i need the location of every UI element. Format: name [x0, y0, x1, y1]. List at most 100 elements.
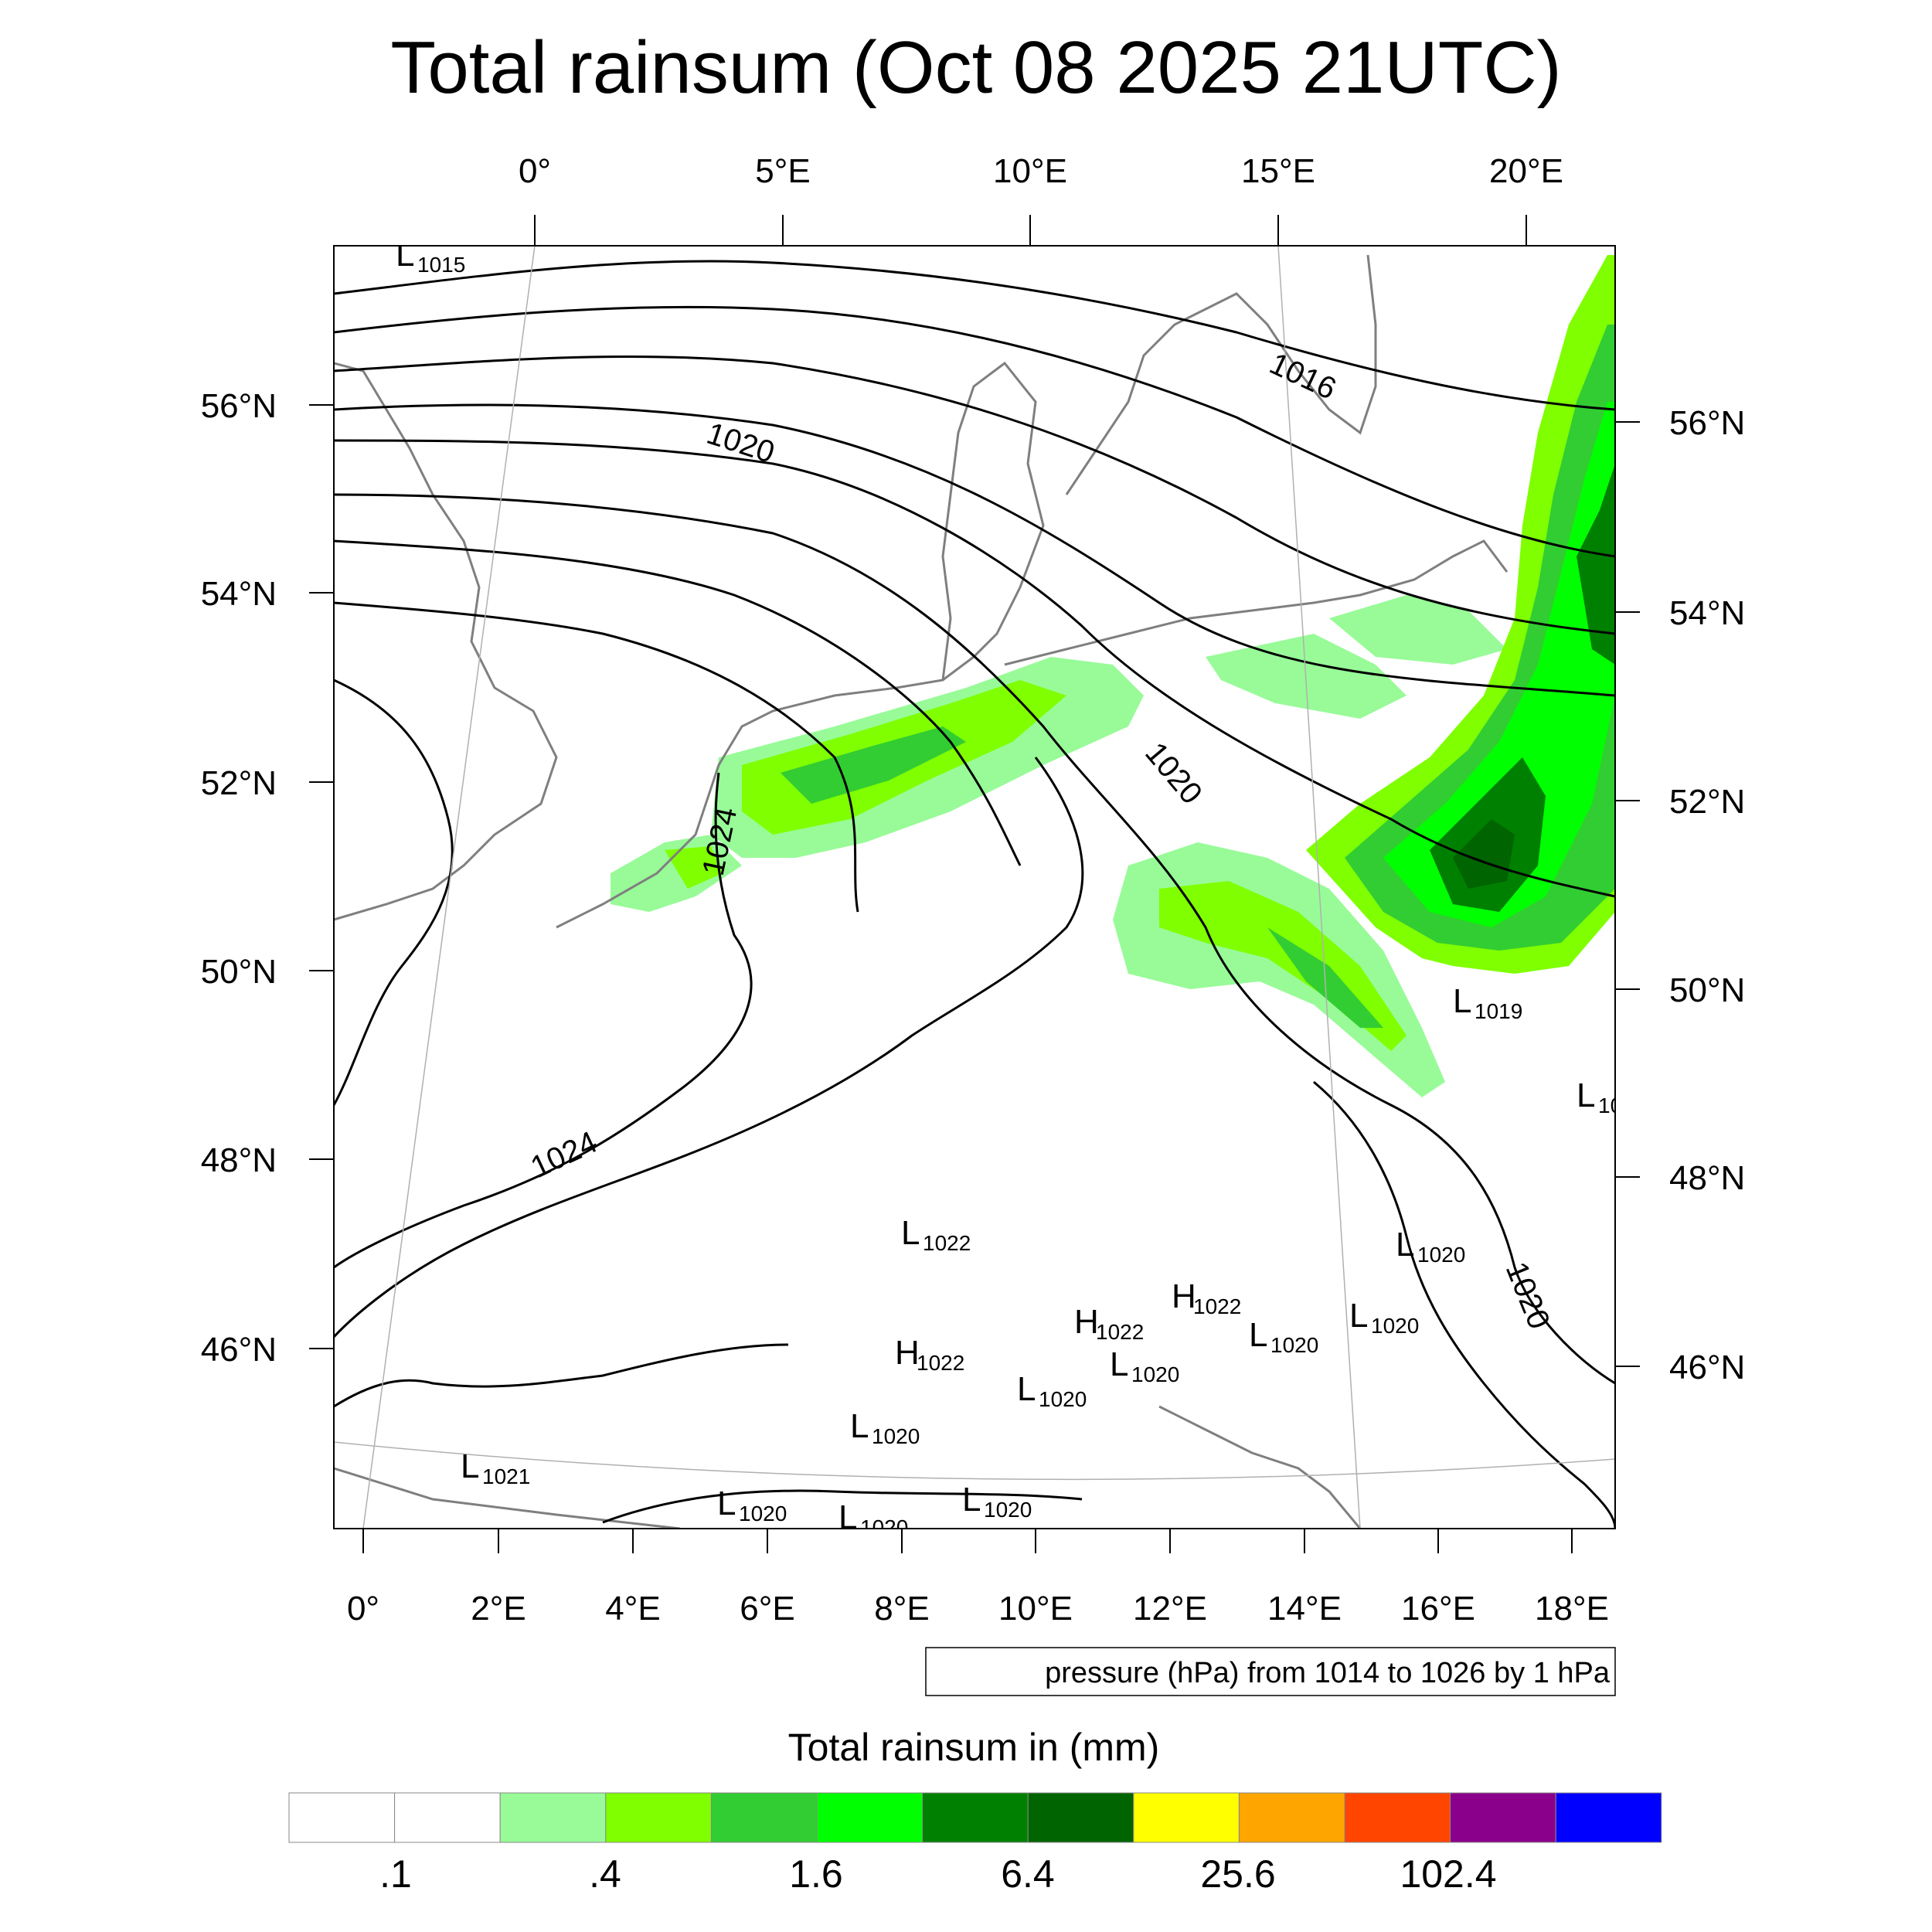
pressure-center-value: 1021: [482, 1464, 530, 1488]
coast-baltic: [1004, 539, 1509, 666]
pressure-center-letter: L: [1453, 982, 1471, 1020]
right-lat-label: 46°N: [1669, 1349, 1745, 1386]
pressure-center: L 1020: [1110, 1345, 1179, 1386]
isobar: [334, 355, 1615, 635]
right-lat-label: 54°N: [1669, 594, 1745, 632]
coastlines: [334, 254, 1509, 1529]
rain-band-west-core2: [781, 726, 966, 804]
pressure-center-letter: L: [850, 1407, 869, 1445]
right-lat-label: 56°N: [1669, 404, 1745, 442]
pressure-center: L 10: [1577, 1077, 1622, 1117]
colorbar-swatch: [1344, 1792, 1451, 1843]
coast-uk: [334, 362, 558, 921]
left-lat-label: 54°N: [201, 575, 277, 613]
left-lat-label: 56°N: [201, 387, 277, 425]
pressure-center-letter: L: [461, 1447, 479, 1485]
right-lat-label: 48°N: [1669, 1159, 1745, 1197]
colorbar-label: 6.4: [1001, 1852, 1055, 1896]
pressure-center: L 1020: [1017, 1370, 1087, 1411]
precipitation-field: [611, 255, 1615, 1097]
pressure-center: L 1020: [1249, 1316, 1318, 1357]
colorbar-swatches: [288, 1792, 1662, 1843]
right-latitude-axis: 56°N 54°N 52°N 50°N 48°N 46°N: [1615, 404, 1745, 1386]
bottom-longitude-axis: 0° 2°E 4°E 6°E 8°E 10°E 12°E 14°E 16°E 1…: [347, 1529, 1609, 1628]
pressure-center-letter: L: [901, 1214, 920, 1252]
left-lat-label: 52°N: [201, 764, 277, 802]
pressure-center-value: 1022: [1193, 1294, 1241, 1318]
colorbar-swatch: [816, 1792, 923, 1843]
pressure-center-value: 1020: [1039, 1387, 1087, 1411]
pressure-center-letter: H: [1172, 1277, 1196, 1315]
left-latitude-axis: 56°N 54°N 52°N 50°N 48°N 46°N: [201, 387, 334, 1369]
pressure-center-letter: L: [1349, 1297, 1368, 1335]
colorbar-label: 102.4: [1400, 1852, 1496, 1896]
rain-east-bright: [1383, 402, 1615, 927]
pressure-center-value: 1020: [1270, 1333, 1318, 1357]
colorbar-swatch: [1450, 1792, 1556, 1843]
right-lat-label: 50°N: [1669, 971, 1745, 1009]
pressure-center-value: 1020: [860, 1515, 908, 1539]
pressure-center-value: 1020: [984, 1498, 1032, 1522]
left-lat-label: 46°N: [201, 1331, 277, 1369]
coast-continent: [556, 655, 975, 929]
pressure-center-letter: L: [396, 236, 414, 274]
bottom-lon-label: 18°E: [1535, 1590, 1609, 1628]
pressure-center-value: 1020: [739, 1502, 787, 1526]
coast-sweden: [1065, 254, 1377, 495]
bottom-lon-label: 6°E: [740, 1590, 794, 1628]
pressure-center: L 1022: [901, 1214, 971, 1255]
pressure-center-letter: L: [717, 1485, 736, 1522]
isobar: [334, 679, 454, 1106]
pressure-center: L 1015: [396, 236, 465, 277]
pressure-center-value: 1022: [917, 1351, 964, 1375]
pressure-center-letter: L: [838, 1498, 857, 1536]
rain-patch-sw-core: [665, 846, 723, 889]
isobar: [334, 539, 1022, 866]
left-lat-label: 48°N: [201, 1141, 277, 1179]
left-lat-label: 50°N: [201, 953, 277, 991]
pressure-center-value: 1020: [872, 1424, 920, 1448]
pressure-center-value: 1022: [1096, 1320, 1144, 1344]
isobar: [334, 493, 1615, 1385]
pressure-center: L 1020: [838, 1498, 908, 1539]
pressure-center-letter: L: [1577, 1077, 1595, 1114]
pressure-center-letter: L: [1396, 1226, 1414, 1264]
bottom-lon-label: 4°E: [605, 1590, 660, 1628]
colorbar-label: 1.6: [789, 1852, 843, 1896]
colorbar-swatch: [605, 1792, 712, 1843]
colorbar-swatch: [1133, 1792, 1240, 1843]
pressure-center: L 1020: [962, 1481, 1032, 1522]
isobar: [334, 757, 1084, 1338]
colorbar-swatch: [394, 1792, 501, 1843]
colorbar-label: .4: [589, 1852, 621, 1896]
graticule: [334, 246, 1615, 1529]
isobar: [334, 772, 753, 1269]
bottom-lon-label: 14°E: [1267, 1590, 1342, 1628]
bottom-lon-label: 2°E: [471, 1590, 526, 1628]
colorbar-swatch: [499, 1792, 607, 1843]
colorbar-swatch: [288, 1792, 396, 1843]
colorbar-swatch: [922, 1792, 1029, 1843]
colorbar-swatch: [1027, 1792, 1134, 1843]
coast-denmark: [941, 361, 1045, 681]
isobar: [602, 1489, 1083, 1524]
colorbar-label: .1: [379, 1852, 412, 1896]
top-lon-label: 15°E: [1241, 152, 1315, 190]
chart-title: Total rainsum (Oct 08 2025 21UTC): [390, 26, 1561, 109]
right-lat-label: 52°N: [1669, 783, 1745, 821]
contour-info-box: pressure (hPa) from 1014 to 1026 by 1 hP…: [925, 1647, 1616, 1696]
pressure-center-letter: L: [1249, 1316, 1267, 1354]
colorbar-label: 25.6: [1200, 1852, 1275, 1896]
pressure-center: L 1020: [717, 1485, 787, 1526]
isobar: [334, 1343, 789, 1408]
pressure-center-letter: H: [1074, 1303, 1099, 1341]
contour-info-text: pressure (hPa) from 1014 to 1026 by 1 hP…: [1045, 1657, 1611, 1689]
pressure-center-value: 1020: [1417, 1243, 1465, 1267]
bottom-lon-label: 12°E: [1133, 1590, 1207, 1628]
pressure-center-value: 10: [1598, 1094, 1622, 1117]
top-lon-label: 5°E: [755, 152, 810, 190]
pressure-center: L 1020: [850, 1407, 920, 1448]
